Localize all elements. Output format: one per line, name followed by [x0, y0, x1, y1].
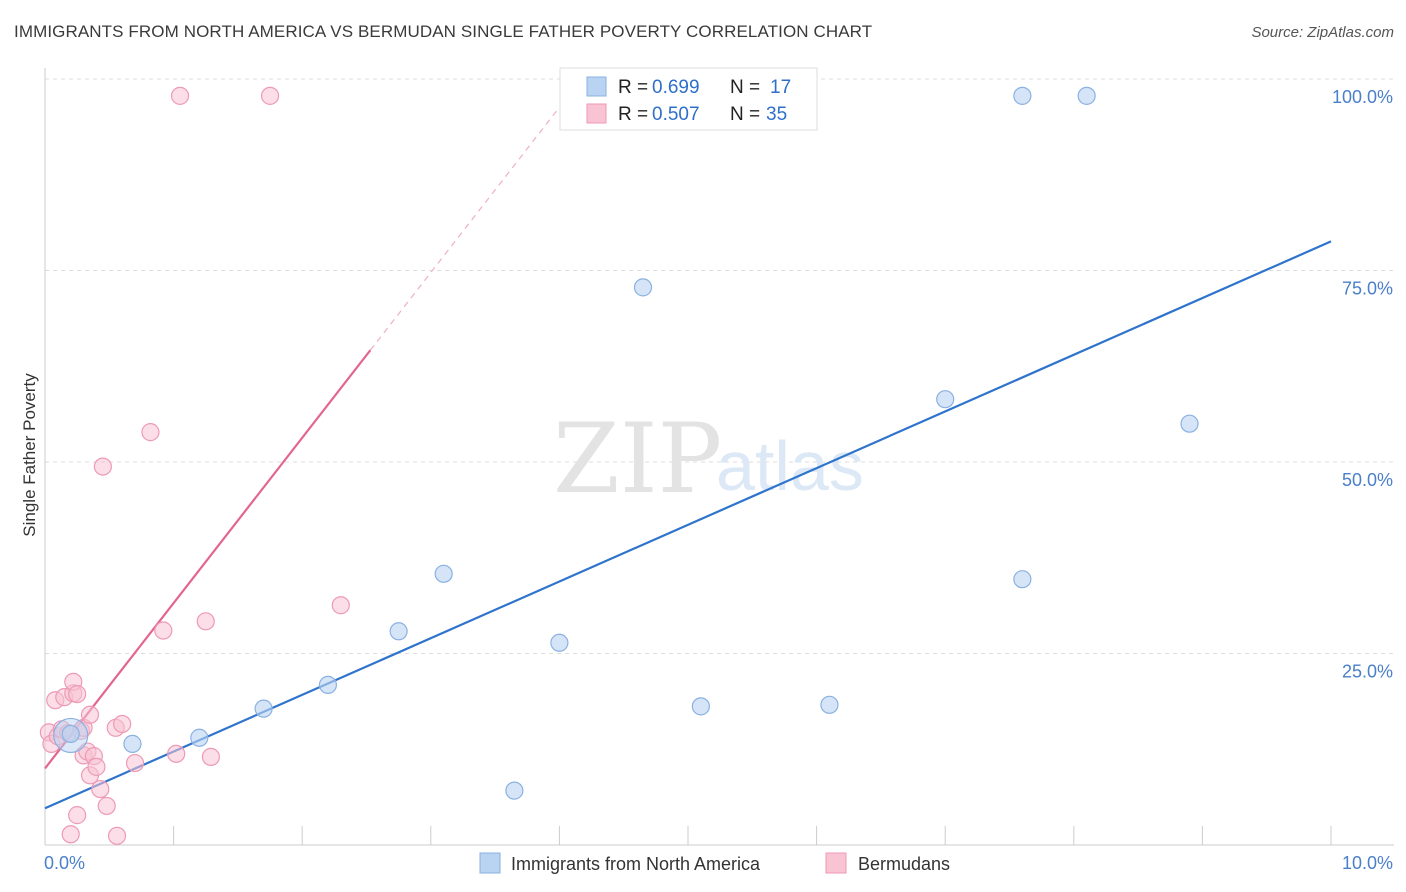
- chart-title: IMMIGRANTS FROM NORTH AMERICA VS BERMUDA…: [14, 22, 873, 41]
- y-tick-label-2: 75.0%: [1342, 279, 1393, 299]
- point-bermudans-7: [61, 825, 80, 844]
- point-bermudans-30: [170, 86, 190, 105]
- data-points: [39, 86, 1199, 845]
- trend-line-bermudans-extension: [369, 106, 560, 351]
- point-bermudans-34: [331, 596, 350, 615]
- trend-line-immigrants: [44, 240, 1332, 810]
- series-label-immigrants: Immigrants from North America: [511, 854, 761, 874]
- point-immigrants-6: [434, 564, 453, 583]
- point-bermudans-22: [97, 796, 116, 816]
- series-legend: Immigrants from North America Bermudans: [479, 852, 950, 874]
- point-immigrants-16: [1180, 414, 1199, 433]
- source-credit: Source: ZipAtlas.com: [1251, 24, 1394, 41]
- point-immigrants-3: [254, 699, 273, 718]
- legend-r-value-2: 0.507: [652, 104, 700, 125]
- point-bermudans-10: [68, 806, 87, 825]
- legend-n-label-1: N =: [730, 77, 760, 98]
- y-axis-label: Single Father Poverty: [20, 373, 39, 537]
- point-bermudans-21: [93, 457, 112, 476]
- point-bermudans-32: [201, 747, 220, 767]
- point-immigrants-14: [1013, 86, 1032, 105]
- point-immigrants-0: [61, 724, 80, 744]
- legend-swatch-blue: [586, 76, 607, 97]
- point-immigrants-4: [318, 675, 338, 695]
- axes: [44, 68, 1394, 846]
- x-tick-label-max: 10.0%: [1342, 853, 1393, 873]
- point-bermudans-20: [91, 779, 110, 799]
- point-immigrants-12: [936, 390, 955, 409]
- point-bermudans-16: [80, 705, 100, 724]
- point-immigrants-10: [691, 697, 710, 716]
- point-immigrants-8: [550, 633, 569, 652]
- x-tick-labels: 0.0% 10.0%: [44, 853, 1393, 873]
- point-immigrants-15: [1077, 86, 1096, 105]
- series-swatch-blue: [479, 852, 501, 874]
- series-swatch-pink: [825, 852, 847, 874]
- correlation-legend: R = 0.699 N = 17 R = 0.507 N = 35: [559, 67, 818, 131]
- point-immigrants-1: [123, 734, 142, 753]
- watermark-zip: ZIP: [553, 403, 722, 515]
- legend-n-value-1: 17: [770, 77, 791, 98]
- legend-r-label-1: R =: [618, 77, 648, 98]
- grid-lines: [45, 78, 1394, 654]
- watermark-atlas: atlas: [716, 427, 864, 505]
- point-bermudans-19: [87, 757, 106, 776]
- watermark: ZIP atlas: [553, 403, 864, 515]
- point-bermudans-31: [196, 612, 215, 631]
- y-tick-label-1: 50.0%: [1342, 470, 1393, 490]
- point-immigrants-9: [633, 278, 653, 297]
- point-immigrants-7: [505, 781, 524, 800]
- legend-r-value-1: 0.699: [652, 77, 700, 98]
- point-immigrants-11: [820, 695, 839, 714]
- point-bermudans-26: [125, 753, 145, 773]
- legend-swatch-pink: [586, 103, 607, 124]
- point-bermudans-27: [141, 423, 160, 442]
- point-bermudans-33: [260, 86, 280, 105]
- point-immigrants-13: [1013, 570, 1032, 589]
- series-label-bermudans: Bermudans: [858, 854, 950, 874]
- y-tick-labels: 25.0% 50.0% 75.0% 100.0%: [1332, 87, 1393, 682]
- trend-line-bermudans: [44, 349, 372, 770]
- point-bermudans-28: [154, 621, 173, 640]
- point-bermudans-29: [167, 744, 186, 763]
- y-tick-label-3: 100.0%: [1332, 87, 1393, 107]
- point-bermudans-24: [107, 826, 127, 845]
- point-immigrants-5: [389, 622, 408, 641]
- point-bermudans-11: [68, 684, 87, 704]
- legend-n-label-2: N =: [730, 104, 760, 125]
- legend-r-label-2: R =: [618, 104, 648, 125]
- legend-n-value-2: 35: [766, 104, 787, 125]
- point-bermudans-25: [113, 714, 132, 734]
- point-immigrants-2: [190, 728, 209, 747]
- y-tick-label-0: 25.0%: [1342, 662, 1393, 682]
- x-tick-label-min: 0.0%: [44, 853, 85, 873]
